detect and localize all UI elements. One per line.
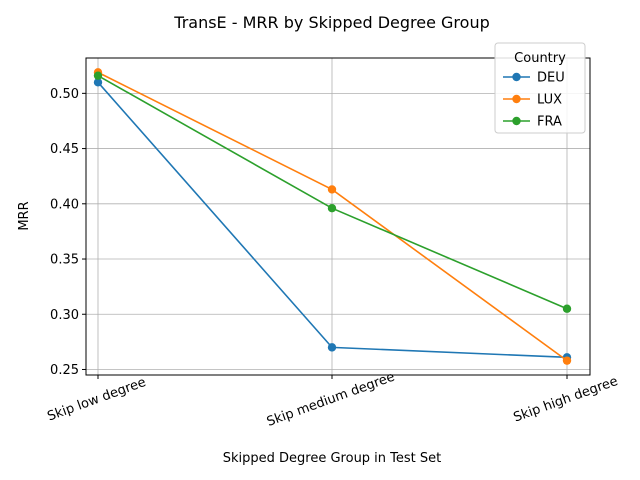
- legend-marker-fra: [512, 116, 521, 126]
- data-point-deu: [93, 78, 103, 87]
- legend-box: [494, 42, 586, 134]
- plot-area-frame: [85, 57, 591, 376]
- data-point-fra: [327, 204, 337, 213]
- series-layer: [93, 68, 572, 365]
- x-axis-title: Skipped Degree Group in Test Set: [223, 451, 442, 466]
- x-tick-label: Skip medium degree: [265, 370, 397, 430]
- y-axis: 0.25 0.30 0.35 0.40 0.45 0.50: [50, 87, 86, 378]
- chart-title: TransE - MRR by Skipped Degree Group: [173, 13, 489, 32]
- y-tick-label: 0.30: [50, 308, 79, 323]
- legend: Country DEU LUX FRA: [494, 42, 586, 134]
- x-axis: Skip low degree Skip medium degree Skip hi…: [46, 370, 620, 430]
- y-axis-title: MRR: [17, 201, 32, 230]
- y-tick-label: 0.35: [50, 253, 79, 268]
- grid-lines: [86, 58, 590, 375]
- y-tick-label: 0.50: [50, 87, 79, 102]
- legend-label-lux: LUX: [537, 93, 562, 108]
- data-point-fra: [93, 71, 103, 80]
- legend-label-fra: FRA: [537, 115, 562, 130]
- x-tick-label: Skip high degree: [512, 374, 620, 426]
- x-tick-label: Skip low degree: [46, 375, 149, 425]
- data-point-lux: [327, 185, 337, 194]
- legend-marker-deu: [512, 72, 521, 82]
- data-point-fra: [562, 304, 572, 313]
- data-point-lux: [562, 356, 572, 365]
- legend-title: Country: [514, 51, 566, 66]
- legend-marker-lux: [512, 94, 521, 104]
- y-tick-label: 0.45: [50, 142, 79, 157]
- legend-label-deu: DEU: [537, 71, 565, 86]
- data-point-deu: [327, 343, 337, 352]
- y-tick-label: 0.40: [50, 197, 79, 212]
- y-tick-label: 0.25: [50, 363, 79, 378]
- legend-items: DEU LUX FRA: [503, 71, 565, 130]
